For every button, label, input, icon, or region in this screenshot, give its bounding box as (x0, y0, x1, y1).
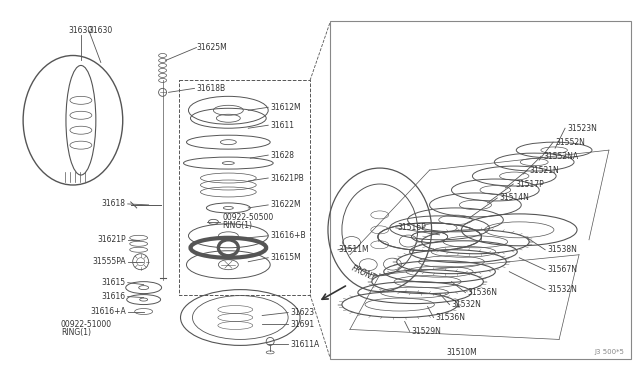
Text: 31538N: 31538N (547, 245, 577, 254)
Text: 31532N: 31532N (547, 285, 577, 294)
Text: 00922-50500: 00922-50500 (222, 214, 274, 222)
Text: 31529N: 31529N (412, 327, 442, 336)
Text: 31510M: 31510M (446, 348, 477, 357)
Text: J3 500*5: J3 500*5 (594, 349, 624, 355)
Text: 31615M: 31615M (270, 253, 301, 262)
Text: 31611: 31611 (270, 121, 294, 130)
Text: 31615: 31615 (102, 278, 125, 287)
Text: 31621PB: 31621PB (270, 173, 304, 183)
Text: 31630: 31630 (68, 26, 93, 35)
Text: 31616+A: 31616+A (90, 307, 125, 316)
Text: 31628: 31628 (270, 151, 294, 160)
Text: 31618: 31618 (102, 199, 125, 208)
Text: 31567N: 31567N (547, 265, 577, 274)
Text: 31536N: 31536N (436, 313, 465, 322)
Text: 31622M: 31622M (270, 201, 301, 209)
Text: RING(1): RING(1) (61, 328, 91, 337)
Text: 31514N: 31514N (499, 193, 529, 202)
Text: 00922-51000: 00922-51000 (61, 320, 112, 329)
Text: 31555PA: 31555PA (92, 257, 125, 266)
Text: 31616+B: 31616+B (270, 231, 306, 240)
Text: RING(1): RING(1) (222, 221, 252, 230)
Text: 31523N: 31523N (567, 124, 597, 133)
Text: 31618B: 31618B (196, 84, 225, 93)
Text: 31623: 31623 (290, 308, 314, 317)
Text: 31691: 31691 (290, 320, 314, 329)
Text: 31630: 31630 (89, 26, 113, 35)
Text: 31616: 31616 (102, 292, 125, 301)
Text: 31612M: 31612M (270, 103, 301, 112)
Text: FRONT: FRONT (350, 263, 377, 283)
Text: 31517P: 31517P (515, 180, 544, 189)
Text: 31611A: 31611A (290, 340, 319, 349)
Bar (179, 80, 310, 295)
Text: 31625M: 31625M (196, 43, 227, 52)
Bar (330, 20, 631, 359)
Text: 31536N: 31536N (467, 288, 497, 297)
Text: 31552N: 31552N (555, 138, 585, 147)
Text: 31552NA: 31552NA (543, 152, 579, 161)
Text: 31621P: 31621P (97, 235, 125, 244)
Text: 31532N: 31532N (451, 300, 481, 309)
Text: 31511M: 31511M (338, 245, 369, 254)
Text: 31521N: 31521N (529, 166, 559, 174)
Text: 31516P: 31516P (397, 223, 426, 232)
